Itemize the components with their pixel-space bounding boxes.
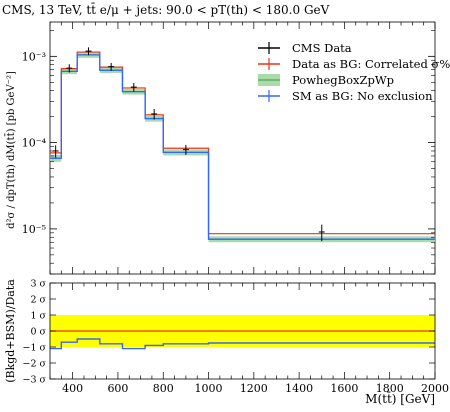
- x-tick-label: 1000: [195, 382, 223, 395]
- main-ticks-group: 10⁻⁵ 10⁻⁴ 10⁻³: [22, 22, 436, 275]
- chart-title: CMS, 13 TeV, tt̄ e/μ + jets: 90.0 < pT(t…: [2, 1, 330, 17]
- legend-label: CMS Data: [292, 41, 352, 55]
- ratio-lines-group: [50, 330, 435, 350]
- ratio-y-tick-label: −1 σ: [22, 343, 46, 354]
- ratio-y-tick-label: −3 σ: [22, 375, 46, 386]
- x-tick-label: 2000: [421, 382, 449, 395]
- x-axis-label: M(tt̄) [GeV]: [365, 390, 435, 406]
- ratio-panel: 3 σ 2 σ 1 σ 0 σ −1 σ −2 σ −3 σ 400 600 800 1000 120…: [4, 279, 449, 407]
- main-panel: 10⁻⁵ 10⁻⁴ 10⁻³ CMS Data Data as BG: Correla…: [5, 21, 450, 275]
- y-tick-label: 10⁻³: [22, 50, 46, 63]
- legend-label: PowhegBoxZpWp: [292, 73, 394, 87]
- x-tick-label: 600: [107, 382, 128, 395]
- x-tick-label: 800: [153, 382, 174, 395]
- ratio-y-tick-label: 3 σ: [30, 279, 46, 290]
- ratio-ticks-group: 3 σ 2 σ 1 σ 0 σ −1 σ −2 σ −3 σ 400 600 800 1000 120…: [22, 279, 449, 396]
- ratio-y-tick-label: 0 σ: [30, 327, 46, 338]
- x-tick-label: 1200: [240, 382, 268, 395]
- legend-label: SM as BG: No exclusion: [292, 89, 433, 103]
- ratio-y-tick-label: 2 σ: [30, 295, 46, 306]
- x-tick-label: 1400: [285, 382, 313, 395]
- legend: CMS Data Data as BG: Correlated σ% PowhegB…: [258, 41, 450, 103]
- y-tick-label: 10⁻⁴: [22, 137, 47, 150]
- ratio-frame: [49, 282, 436, 380]
- legend-label: Data as BG: Correlated σ%: [292, 57, 450, 71]
- x-tick-label: 1800: [376, 382, 404, 395]
- main-y-axis-label: d²σ / dpT(th) dM(tt̄) [pb GeV⁻²]: [5, 71, 17, 229]
- x-tick-label: 1600: [330, 382, 358, 395]
- y-tick-label: 10⁻⁵: [22, 223, 46, 236]
- ratio-blue-line: [50, 338, 435, 350]
- ratio-y-axis-label: (Bkgd+BSM)/Data: [4, 279, 17, 383]
- ratio-y-tick-label: 1 σ: [30, 311, 46, 322]
- data-points-group: [52, 47, 325, 242]
- ratio-y-tick-label: −2 σ: [22, 359, 46, 370]
- x-tick-label: 400: [62, 382, 83, 395]
